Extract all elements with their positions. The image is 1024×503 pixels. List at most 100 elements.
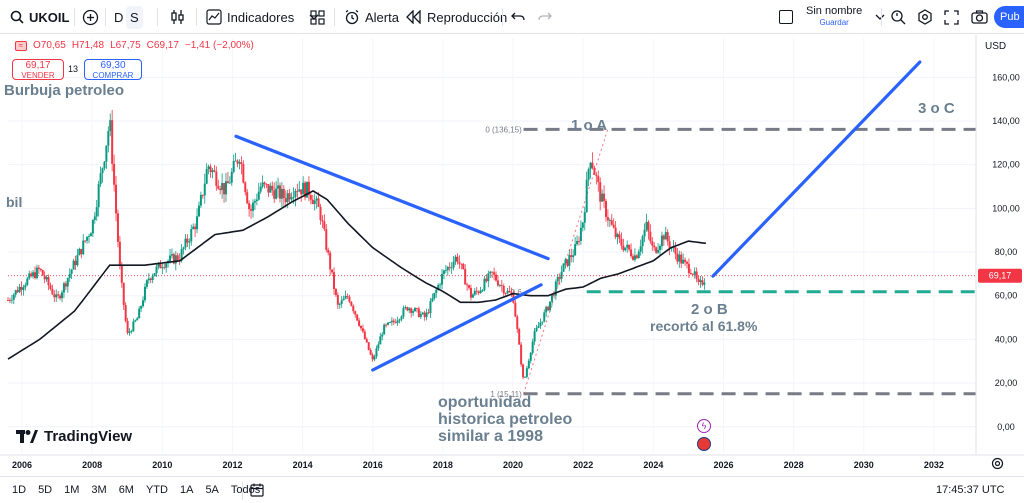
- candle-body: [483, 278, 486, 291]
- goto-date-button[interactable]: [250, 477, 264, 503]
- alert-button[interactable]: Alerta: [344, 0, 399, 34]
- candle-body: [498, 285, 501, 287]
- candle-body: [346, 295, 349, 297]
- compare-button[interactable]: [82, 0, 99, 34]
- snapshot-button[interactable]: [971, 0, 988, 34]
- candle-body: [113, 163, 116, 185]
- visibility-toggle-icon[interactable]: ≈: [15, 40, 27, 51]
- candle-body: [446, 267, 449, 271]
- candle-body: [255, 199, 258, 202]
- dividend-event-icon[interactable]: ϟ: [697, 419, 711, 433]
- candle-body: [489, 271, 492, 274]
- candle-body: [525, 368, 528, 377]
- candle-body: [620, 238, 623, 246]
- candle-body: [635, 255, 638, 259]
- interval-d-button[interactable]: D: [114, 0, 123, 34]
- candle-body: [275, 188, 278, 199]
- candle-body: [589, 162, 592, 170]
- candle-body: [143, 286, 146, 301]
- candle-body: [568, 255, 571, 266]
- candle-body: [520, 344, 523, 365]
- publish-button[interactable]: Pub: [994, 6, 1024, 28]
- undo-button[interactable]: [511, 0, 525, 34]
- candle-body: [323, 221, 326, 230]
- candle-body: [186, 238, 189, 243]
- range-button-todos[interactable]: Todos: [230, 484, 261, 496]
- range-button-3m[interactable]: 3M: [91, 484, 107, 496]
- annotation-title[interactable]: Burbuja petroleo: [4, 82, 125, 99]
- annotation-wave-1[interactable]: 1 o A: [571, 117, 608, 134]
- candle-body: [16, 290, 19, 293]
- candle-body: [500, 285, 503, 287]
- candle-body: [7, 300, 9, 301]
- candle-body: [354, 311, 357, 315]
- candle-body: [417, 308, 420, 317]
- chart-type-button[interactable]: [170, 0, 186, 34]
- sell-button[interactable]: 69,17 VENDER: [12, 59, 64, 80]
- candle-body: [473, 290, 476, 295]
- x-tick-label: 2008: [82, 460, 102, 470]
- economic-event-flag-icon[interactable]: [697, 437, 711, 451]
- range-button-5d[interactable]: 5D: [38, 484, 53, 496]
- candle-body: [593, 167, 596, 175]
- range-button-1d[interactable]: 1D: [12, 484, 27, 496]
- candle-body: [174, 255, 177, 264]
- ohlc-legend: ≈ O70,65 H71,48 L67,75 C69,17 −1,41 (−2,…: [15, 40, 254, 51]
- currency-label[interactable]: USD: [985, 41, 1007, 52]
- candle-body: [234, 160, 237, 162]
- buy-button[interactable]: 69,30 COMPRAR: [84, 59, 142, 80]
- redo-button[interactable]: [538, 0, 552, 34]
- chart-grid: [8, 38, 976, 453]
- candle-body: [302, 182, 305, 195]
- candle-body: [313, 200, 316, 204]
- indicators-button[interactable]: Indicadores: [206, 0, 319, 34]
- range-button-5a[interactable]: 5A: [205, 484, 219, 496]
- candle-body: [415, 308, 418, 309]
- range-button-ytd[interactable]: YTD: [145, 484, 168, 496]
- range-button-6m[interactable]: 6M: [118, 484, 134, 496]
- candle-body: [180, 249, 183, 261]
- candle-body: [404, 307, 407, 309]
- fib-label-bottom: 1 (15,11): [490, 390, 522, 399]
- x-tick-label: 2022: [573, 460, 593, 470]
- candle-body: [658, 246, 661, 250]
- candle-body: [250, 209, 253, 211]
- annotation-left-fragment[interactable]: bil: [6, 194, 23, 210]
- price-chart[interactable]: 0 (136,15) 0.6 1 (15,11) 0,00 20,00 40,00 60,…: [0, 35, 1024, 475]
- candle-body: [533, 331, 536, 342]
- range-button-1m[interactable]: 1M: [64, 484, 80, 496]
- quick-search-button[interactable]: [890, 0, 906, 34]
- axis-settings-button[interactable]: [991, 457, 1004, 475]
- candle-body: [699, 280, 702, 282]
- candle-body: [385, 324, 388, 326]
- candle-body: [122, 282, 125, 305]
- symbol-search[interactable]: UKOIL: [10, 0, 69, 34]
- candle-body: [392, 320, 395, 323]
- layouts-button[interactable]: [310, 0, 325, 34]
- candle-body: [238, 162, 241, 164]
- candle-body: [369, 350, 372, 355]
- annotation-wave-2-note[interactable]: recortó al 61.8%: [650, 318, 758, 334]
- fullscreen-button[interactable]: [944, 0, 959, 34]
- candle-body: [263, 182, 266, 184]
- candle-body: [153, 273, 156, 277]
- replay-icon: [405, 10, 422, 24]
- candle-body: [163, 267, 166, 269]
- candle-body: [116, 213, 119, 242]
- clock[interactable]: 17:45:37 UTC: [936, 477, 1004, 503]
- candle-body: [550, 294, 553, 302]
- annotation-wave-3[interactable]: 3 o C: [918, 100, 955, 117]
- settings-button[interactable]: [917, 0, 933, 34]
- candle-body: [531, 341, 534, 353]
- interval-s-button[interactable]: S: [126, 0, 143, 34]
- annotation-wave-2[interactable]: 2 o B: [691, 301, 728, 318]
- candle-body: [686, 261, 689, 264]
- range-button-1a[interactable]: 1A: [179, 484, 194, 496]
- replay-button[interactable]: Reproducción: [405, 0, 507, 34]
- candle-body: [425, 312, 428, 318]
- candle-body: [207, 166, 210, 170]
- candle-body: [350, 301, 353, 306]
- interval-s-label: S: [126, 5, 143, 29]
- annotation-opportunity[interactable]: oportunidad historica petroleo similar a…: [438, 394, 572, 445]
- layout-save-button[interactable]: Sin nombre Guardar: [779, 0, 885, 34]
